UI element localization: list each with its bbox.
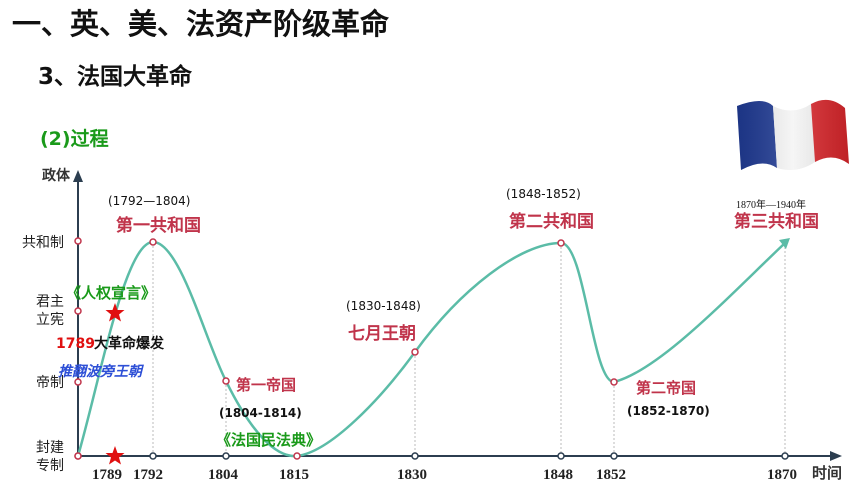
curve-point-1804	[222, 377, 230, 385]
curve-point-1815	[293, 452, 301, 460]
curve-point-1852	[610, 378, 618, 386]
section-heading: (2)过程	[40, 128, 109, 150]
stage-name-second-empire: 第二帝国	[636, 379, 696, 397]
y-level-label-feudal-2: 专制	[36, 458, 64, 474]
curve-point-1792	[149, 238, 157, 246]
stage-name-third-republic: 第三共和国	[734, 211, 819, 231]
page-title: 一、英、美、法资产阶级革命	[12, 7, 390, 41]
x-tick-marker-1870	[781, 452, 789, 460]
y-marker-republic	[74, 237, 82, 245]
stage-period-first-empire: (1804-1814)	[219, 406, 302, 420]
x-tick-label-1789: 1789	[92, 467, 122, 483]
y-level-label-constitutional-1: 君主	[36, 294, 64, 310]
y-level-label-feudal-1: 封建	[36, 440, 64, 456]
x-axis-title: 时间	[812, 464, 842, 482]
stage-period-second-republic: (1848-1852)	[506, 187, 581, 201]
x-tick-label-1804: 1804	[208, 467, 239, 483]
stage-period-first-republic: (1792—1804)	[108, 194, 190, 208]
x-tick-label-1870: 1870	[767, 467, 797, 483]
stage-name-july-monarchy: 七月王朝	[348, 323, 416, 343]
x-tick-marker-1804	[222, 452, 230, 460]
stage-period-july-monarchy: (1830-1848)	[346, 299, 421, 313]
x-tick-marker-1848	[557, 452, 565, 460]
y-level-label-constitutional-2: 立宪	[36, 311, 64, 328]
french-flag-icon	[733, 98, 851, 174]
y-level-label-republic: 共和制	[22, 235, 64, 251]
star-icon	[105, 303, 125, 322]
event-revolution-text: 大革命爆发	[94, 335, 165, 352]
y-marker-constitutional	[74, 307, 82, 315]
curve-point-1848	[557, 239, 565, 247]
curve-point-1830	[411, 348, 419, 356]
x-tick-label-1848: 1848	[543, 467, 573, 483]
x-tick-marker-1830	[411, 452, 419, 460]
event-revolution-year: 1789	[56, 336, 95, 352]
curve-arrow-head	[779, 238, 790, 249]
event-rights-declaration: 《人权宣言》	[66, 284, 156, 302]
x-tick-label-1815: 1815	[279, 467, 309, 483]
x-tick-label-1830: 1830	[397, 467, 427, 483]
y-level-label-empire: 帝制	[36, 375, 64, 391]
stage-name-second-republic: 第二共和国	[509, 211, 594, 231]
x-tick-marker-1792	[149, 452, 157, 460]
y-axis-title: 政体	[42, 167, 71, 184]
x-tick-label-1792: 1792	[133, 467, 163, 483]
stage-period-third-republic: 1870年—1940年	[736, 198, 806, 211]
x-tick-marker-1852	[610, 452, 618, 460]
stage-period-second-empire: (1852-1870)	[627, 404, 710, 418]
event-overthrow: 推翻波旁王朝	[58, 363, 144, 380]
y-marker-empire	[74, 378, 82, 386]
regime-curve	[76, 240, 786, 458]
stage-name-first-republic: 第一共和国	[116, 215, 201, 235]
y-axis-arrow	[73, 170, 83, 182]
star-icon	[105, 446, 125, 465]
page-subtitle: 3、法国大革命	[38, 64, 193, 90]
curve-point-1789	[74, 452, 82, 460]
x-axis-arrow	[830, 451, 842, 461]
x-tick-label-1852: 1852	[596, 467, 626, 483]
stage-name-first-empire: 第一帝国	[236, 376, 296, 394]
event-civil-code: 《法国民法典》	[216, 431, 321, 449]
